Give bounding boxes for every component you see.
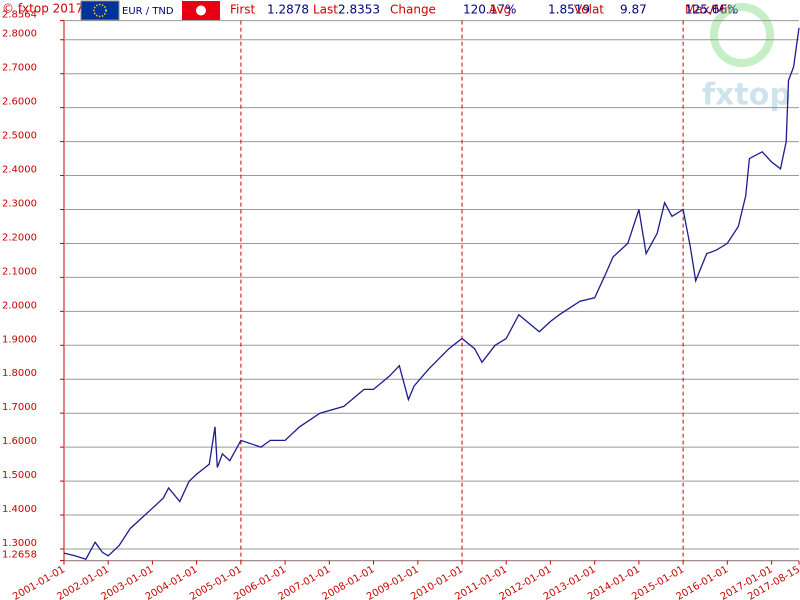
y-tick-label: 2.8000 (2, 29, 37, 40)
y-tick-label: 1.4000 (2, 504, 37, 515)
watermark-logo: fxtop (702, 3, 791, 113)
y-tick-label: 2.2000 (2, 232, 37, 243)
y-tick-label: 2.3000 (2, 198, 37, 209)
stat-value: 2.8353 (338, 3, 380, 17)
stat-label: Change (390, 3, 436, 17)
stat-label: Avg (489, 3, 511, 17)
stat-value: 120.17% (463, 3, 516, 17)
y-tick-label: 2.4000 (2, 165, 37, 176)
eu-flag (80, 0, 120, 21)
y-tick-label: 1.6000 (2, 436, 37, 447)
watermark: fxtop (702, 78, 791, 113)
stat-label: Volat (574, 3, 604, 17)
tn-emblem (196, 5, 206, 16)
stat-value: 9.87 (620, 3, 647, 17)
stat-value: 1.2878 (267, 3, 309, 17)
pair: EUR / TND (122, 6, 174, 17)
y-tick-label: 2.7000 (2, 63, 37, 74)
logo-ring (710, 3, 774, 67)
stat-value: 1.8519 (548, 3, 590, 17)
y-tick-label: 2.5000 (2, 131, 37, 142)
stats: First 1.2878 Last 2.8353 Change 120.17%Avg 1.8… (230, 3, 738, 17)
y-tick-label: 1.7000 (2, 402, 37, 413)
y-tick-label: 1.9000 (2, 334, 37, 345)
copyright: © fxtop 2017 (2, 2, 83, 16)
y-tick-label: 1.3000 (2, 538, 37, 549)
price-line (63, 27, 800, 560)
y-tick-label: 1.8000 (2, 368, 37, 379)
stat-label: Last (313, 3, 338, 17)
eu-stars (93, 3, 107, 18)
y-tick-label: 1.2658 (2, 550, 37, 561)
y-tick-label: 2.1000 (2, 266, 37, 277)
y-tick-label: 1.5000 (2, 470, 37, 481)
y-tick-label: 2.8564 (2, 10, 37, 21)
y-tick-label: 2.6000 (2, 97, 37, 108)
stat-label: First (230, 3, 256, 17)
y-tick-label: 2.0000 (2, 300, 37, 311)
